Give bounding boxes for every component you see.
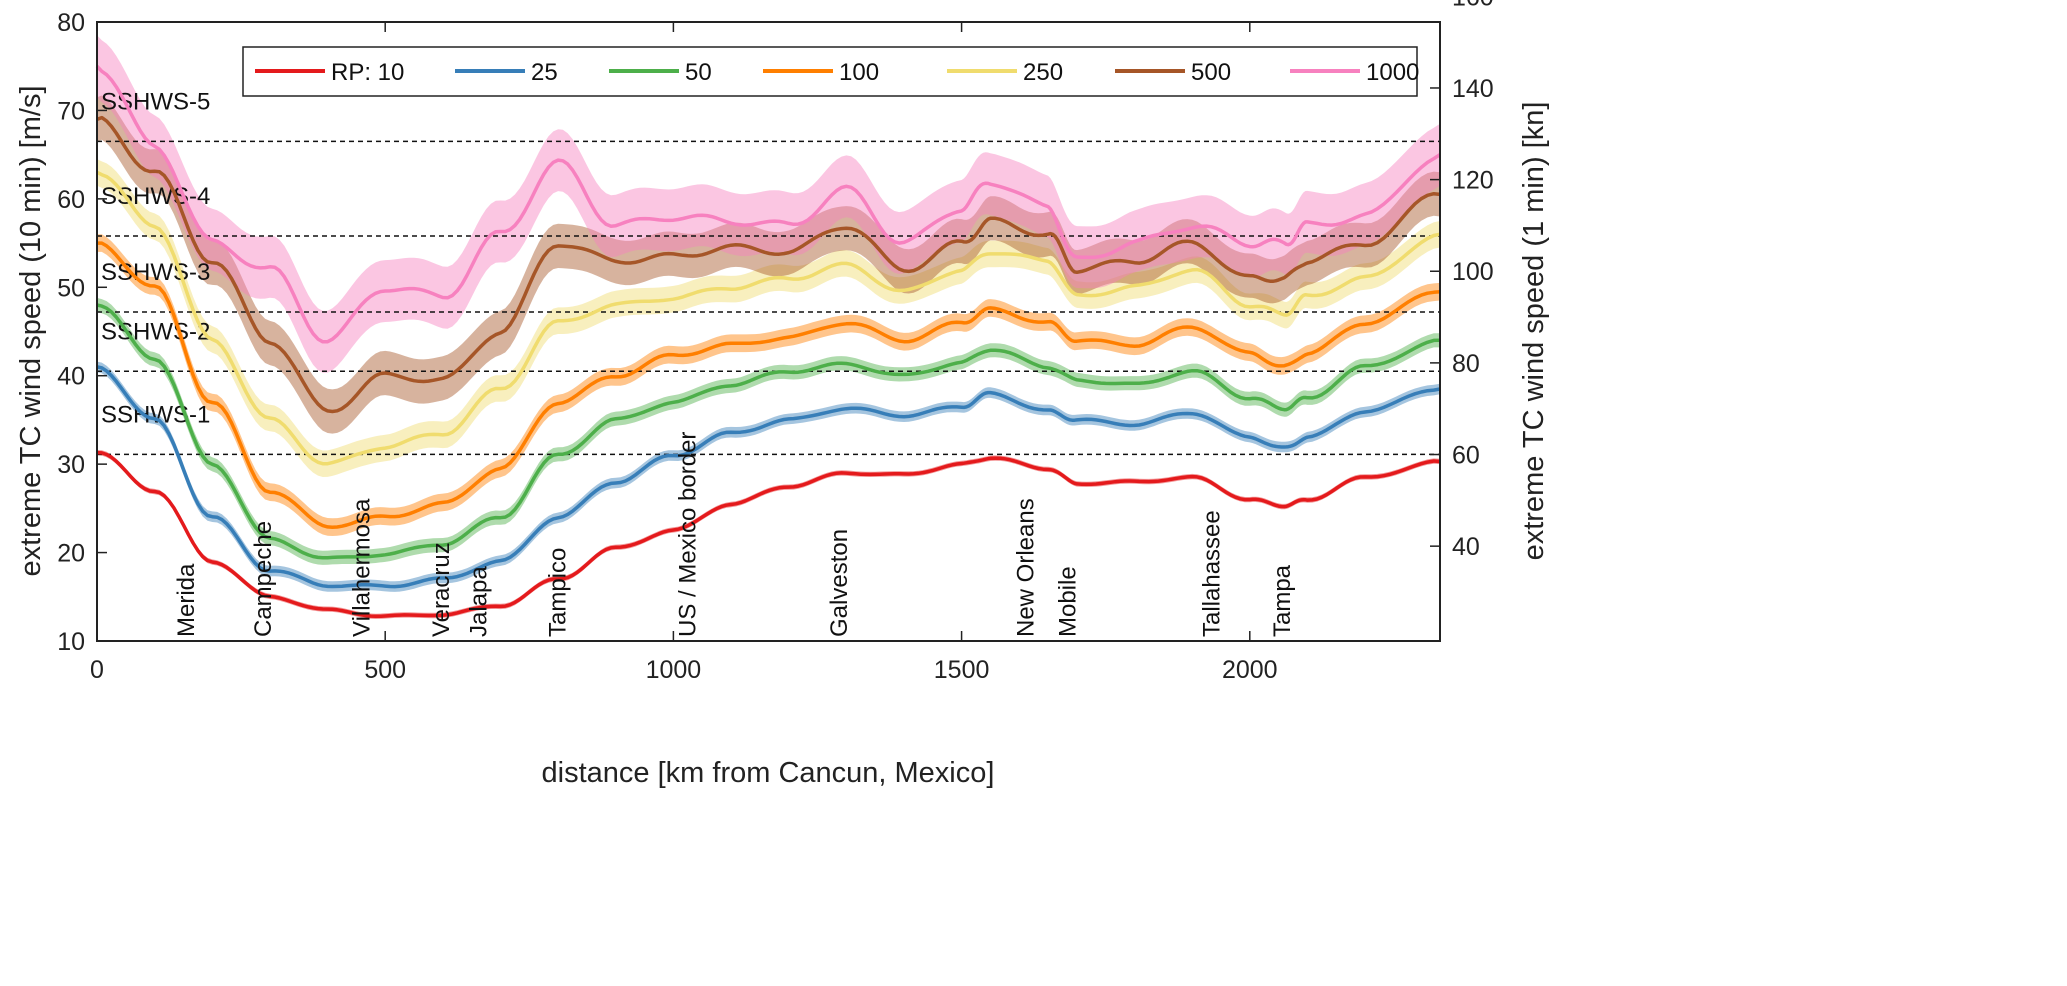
y-axis-right-label: extreme TC wind speed (1 min) [kn] xyxy=(1518,102,1550,561)
y-right-tick-label: 80 xyxy=(1452,350,1480,378)
band-25 xyxy=(97,361,1440,592)
city-label: Galveston xyxy=(826,529,853,637)
legend: RP: 10 25 50 100 250 500 1000 xyxy=(242,46,1419,97)
y-tick-label: 10 xyxy=(57,628,85,656)
legend-label: RP: 10 xyxy=(331,59,404,86)
y-tick-label: 40 xyxy=(57,363,85,391)
y-right-tick-label: 160 xyxy=(1452,0,1494,11)
series-line-rp-50 xyxy=(96,303,1441,560)
series-lines xyxy=(95,65,1441,619)
city-label: Jalapa xyxy=(465,566,492,637)
series-line-rp-1000 xyxy=(95,65,1441,344)
plot-frame xyxy=(96,21,1441,642)
y-right-tick-label: 40 xyxy=(1452,533,1480,561)
y-tick-label: 70 xyxy=(57,97,85,125)
y-tick-label: 80 xyxy=(57,9,85,37)
city-label: Merida xyxy=(173,563,200,637)
city-label: New Orleans xyxy=(1012,498,1039,637)
y-right-tick-label: 60 xyxy=(1452,442,1480,470)
city-label: Mobile xyxy=(1054,566,1081,637)
y-tick-label: 30 xyxy=(57,451,85,479)
x-tick-label: 2000 xyxy=(1222,656,1278,684)
city-label: Tampa xyxy=(1269,564,1296,637)
x-tick-label: 0 xyxy=(90,656,104,684)
city-label: Veracruz xyxy=(428,542,455,637)
axis-ticks: 0 500 1000 1500 2000 10 20 30 40 50 60 70 80 40 60 80 10… xyxy=(57,0,1494,684)
y-tick-label: 20 xyxy=(57,540,85,568)
x-tick-label: 1500 xyxy=(934,656,990,684)
legend-label: 250 xyxy=(1023,59,1063,86)
city-label: Campeche xyxy=(250,521,277,637)
legend-label: 1000 xyxy=(1366,59,1419,86)
y-tick-label: 60 xyxy=(57,186,85,214)
series-line-rp-25 xyxy=(96,365,1441,589)
legend-label: 50 xyxy=(685,59,712,86)
y-axis-label: extreme TC wind speed (10 min) [m/s] xyxy=(15,85,47,576)
series-line-rp-250 xyxy=(96,170,1441,466)
band-RP10 xyxy=(97,450,1440,619)
y-right-tick-label: 140 xyxy=(1452,75,1494,103)
threshold-label: SSHWS-1 xyxy=(101,401,210,428)
city-label: Villahermosa xyxy=(348,498,375,637)
legend-label: 100 xyxy=(839,59,879,86)
series-line-rp-500 xyxy=(96,115,1441,414)
city-label: Tallahassee xyxy=(1199,510,1226,637)
series-line-rp-RP10 xyxy=(96,450,1441,619)
x-tick-label: 1000 xyxy=(646,656,702,684)
legend-label: 25 xyxy=(531,59,558,86)
y-right-tick-label: 100 xyxy=(1452,258,1494,286)
threshold-label: SSHWS-5 xyxy=(101,88,210,115)
y-tick-label: 50 xyxy=(57,274,85,302)
band-500 xyxy=(97,95,1440,434)
city-labels: Merida Campeche Villahermosa Veracruz Jalapa… xyxy=(173,432,1296,637)
x-tick-label: 500 xyxy=(364,656,406,684)
x-axis-label: distance [km from Cancun, Mexico] xyxy=(542,757,995,789)
band-1000 xyxy=(97,35,1440,373)
series-line-rp-100 xyxy=(97,241,1441,529)
city-label: Tampico xyxy=(544,548,571,637)
y-right-tick-label: 120 xyxy=(1452,167,1494,195)
threshold-label: SSHWS-3 xyxy=(101,259,210,286)
city-label: US / Mexico border xyxy=(675,432,702,637)
uncertainty-bands xyxy=(97,35,1440,619)
legend-label: 500 xyxy=(1191,59,1231,86)
threshold-label: SSHWS-2 xyxy=(101,318,210,345)
